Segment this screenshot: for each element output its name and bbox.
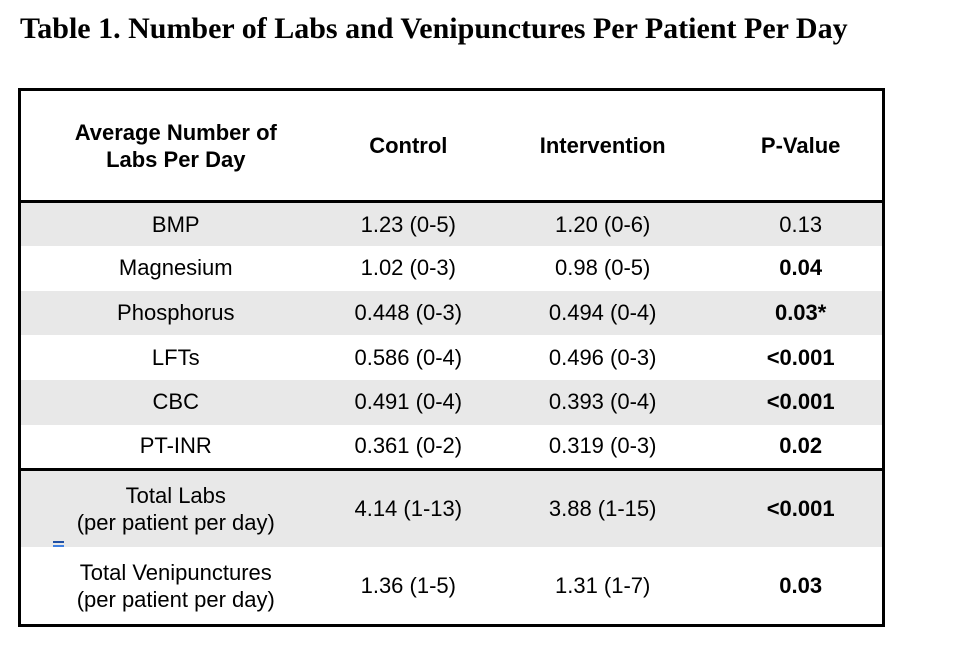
p-value: 0.13 (779, 211, 823, 237)
table-row-pt-inr: PT-INR 0.361 (0-2) 0.319 (0-3) 0.02 (20, 425, 884, 470)
col-header-pvalue: P-Value (719, 89, 884, 203)
control-value: 0.448 (0-3) (354, 300, 463, 326)
control-value: 1.36 (1-5) (360, 572, 456, 598)
table-row-bmp: BMP 1.23 (0-5) 1.20 (0-6) 0.13 (19, 201, 884, 247)
p-value: 0.04 (779, 255, 823, 281)
intervention-value: 1.20 (0-6) (554, 211, 651, 237)
p-value: <0.001 (766, 389, 835, 415)
row-label: Total Labs (per patient per day) (19, 467, 331, 548)
col-header-labs-per-day: Average Number of Labs Per Day (19, 89, 331, 203)
row-label: Total Venipunctures (per patient per day… (20, 547, 331, 625)
p-value: <0.001 (719, 467, 884, 548)
table-row-total-venipunctures: Total Venipunctures (per patient per day… (20, 547, 884, 625)
table-row-phosphorus: Phosphorus 0.448 (0-3) 0.494 (0-4) 0.03* (19, 290, 884, 336)
row-label: PT-INR (139, 433, 212, 459)
anchor-mark-icon (53, 540, 65, 549)
row-label-line1: Total Labs (125, 483, 226, 509)
control-value: 0.586 (0-4) (354, 344, 463, 370)
intervention-value: 0.494 (0-4) (548, 300, 657, 326)
control-value: 4.14 (1-13) (330, 467, 487, 548)
intervention-value: 0.98 (0-5) (554, 255, 651, 281)
intervention-value: 1.31 (1-7) (554, 572, 651, 598)
intervention-value: 0.393 (0-4) (548, 389, 657, 415)
intervention-value: 0.319 (0-3) (548, 433, 657, 459)
col-header-control: Control (330, 89, 487, 203)
labs-table-container: Average Number of Labs Per Day Control I… (18, 88, 885, 627)
intervention-value: 0.496 (0-3) (548, 344, 657, 370)
p-value: 0.03 (779, 572, 823, 598)
col-header-labs-line2: Labs Per Day (106, 146, 246, 172)
row-label: Phosphorus (117, 300, 235, 326)
table-row-lfts: LFTs 0.586 (0-4) 0.496 (0-3) <0.001 (20, 335, 884, 380)
p-value: <0.001 (766, 344, 835, 370)
control-value: 1.23 (0-5) (360, 211, 456, 237)
row-label: CBC (152, 389, 199, 415)
p-value: 0.03* (774, 300, 827, 326)
control-value: 0.491 (0-4) (354, 389, 463, 415)
row-label-line1: Total Venipunctures (79, 559, 272, 585)
labs-table: Average Number of Labs Per Day Control I… (18, 88, 885, 627)
p-value: 0.02 (779, 433, 823, 459)
col-header-labs-line1: Average Number of (74, 119, 277, 145)
row-label-line2: (per patient per day) (76, 510, 275, 536)
row-label-line2: (per patient per day) (76, 586, 275, 612)
table-row-cbc: CBC 0.491 (0-4) 0.393 (0-4) <0.001 (19, 380, 884, 425)
table-row-magnesium: Magnesium 1.02 (0-3) 0.98 (0-5) 0.04 (20, 246, 884, 291)
control-value: 1.02 (0-3) (360, 255, 456, 281)
row-label: BMP (151, 211, 200, 237)
header-row: Average Number of Labs Per Day Control I… (19, 89, 884, 203)
control-value: 0.361 (0-2) (354, 433, 463, 459)
table-row-total-labs: Total Labs (per patient per day) 4.14 (1… (19, 467, 884, 548)
col-header-intervention: Intervention (486, 89, 720, 203)
intervention-value: 3.88 (1-15) (486, 467, 720, 548)
row-label: LFTs (151, 344, 200, 370)
row-label: Magnesium (118, 255, 233, 281)
page-title: Table 1. Number of Labs and Venipuncture… (20, 12, 848, 45)
